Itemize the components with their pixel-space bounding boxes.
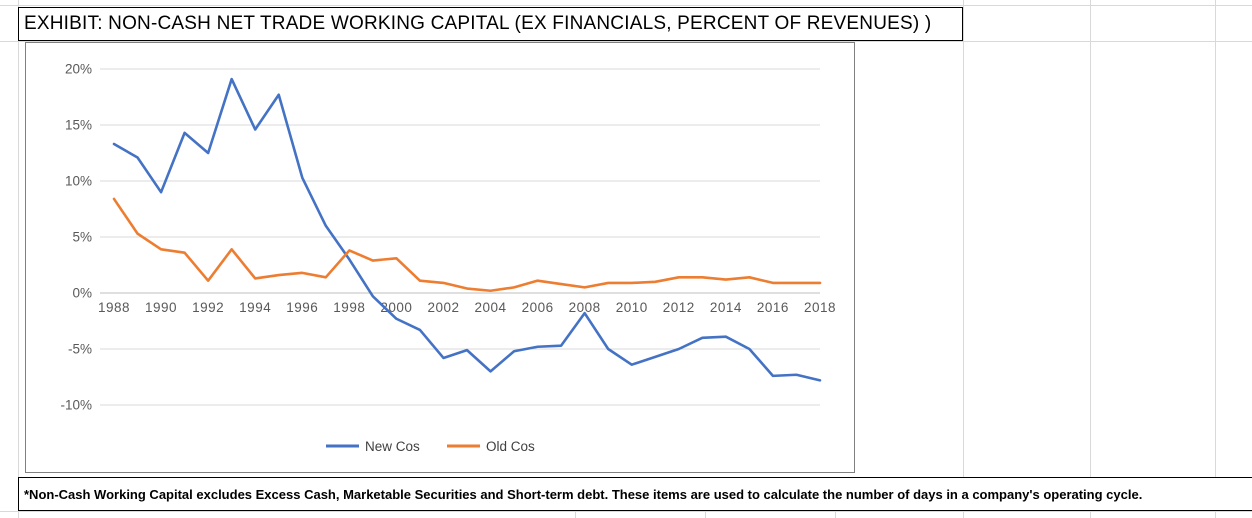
- y-axis-label: 10%: [65, 174, 92, 189]
- sheet-gridline-stub: [705, 511, 706, 518]
- x-axis-label: 1992: [192, 300, 224, 315]
- sheet-gridline-stub: [575, 511, 576, 518]
- sheet-gridline-stub: [835, 511, 836, 518]
- footnote-row: *Non-Cash Working Capital excludes Exces…: [18, 477, 1252, 511]
- x-axis-label: 2018: [804, 300, 836, 315]
- x-axis-label: 1994: [239, 300, 271, 315]
- series-line-old-cos: [112, 197, 822, 293]
- x-axis-label: 2002: [427, 300, 459, 315]
- sheet-gridline-v: [18, 0, 19, 518]
- x-axis-label: 2014: [710, 300, 742, 315]
- y-axis-label: 15%: [65, 118, 92, 133]
- x-axis-label: 2012: [663, 300, 695, 315]
- chart-object[interactable]: 20% 15% 10% 5% 0% -5% -10% 1988 1990 1992 1994 1996…: [25, 42, 855, 473]
- sheet-gridline-v: [1090, 0, 1091, 518]
- x-axis-label: 2010: [616, 300, 648, 315]
- sheet-gridline-h: [0, 5, 1252, 6]
- x-axis-label: 1996: [286, 300, 318, 315]
- y-axis-label: -10%: [60, 398, 92, 413]
- footnote-text: *Non-Cash Working Capital excludes Exces…: [24, 486, 1143, 502]
- y-axis-label: 5%: [72, 230, 92, 245]
- x-axis-label: 1990: [145, 300, 177, 315]
- legend-label-old-cos[interactable]: Old Cos: [486, 439, 535, 454]
- x-axis-label: 2006: [522, 300, 554, 315]
- series-line-new-cos: [112, 77, 822, 382]
- y-axis-label: 0%: [72, 286, 92, 301]
- sheet-gridline-v: [963, 0, 964, 518]
- x-axis-label: 2016: [757, 300, 789, 315]
- x-axis-label: 2008: [569, 300, 601, 315]
- x-axis-label: 2004: [475, 300, 507, 315]
- legend-label-new-cos[interactable]: New Cos: [365, 439, 420, 454]
- sheet-gridline-h: [0, 511, 1252, 512]
- sheet-gridline-v: [1215, 0, 1216, 518]
- exhibit-title-cell: EXHIBIT: NON-CASH NET TRADE WORKING CAPI…: [18, 7, 963, 41]
- y-axis-label: 20%: [65, 62, 92, 77]
- sheet-gridline-h: [0, 41, 1252, 42]
- page-title: EXHIBIT: NON-CASH NET TRADE WORKING CAPI…: [24, 13, 932, 34]
- y-axis-label: -5%: [68, 342, 92, 357]
- line-chart: 20% 15% 10% 5% 0% -5% -10% 1988 1990 1992 1994 1996…: [60, 62, 836, 455]
- x-axis-label: 1988: [98, 300, 130, 315]
- x-axis-label: 1998: [333, 300, 365, 315]
